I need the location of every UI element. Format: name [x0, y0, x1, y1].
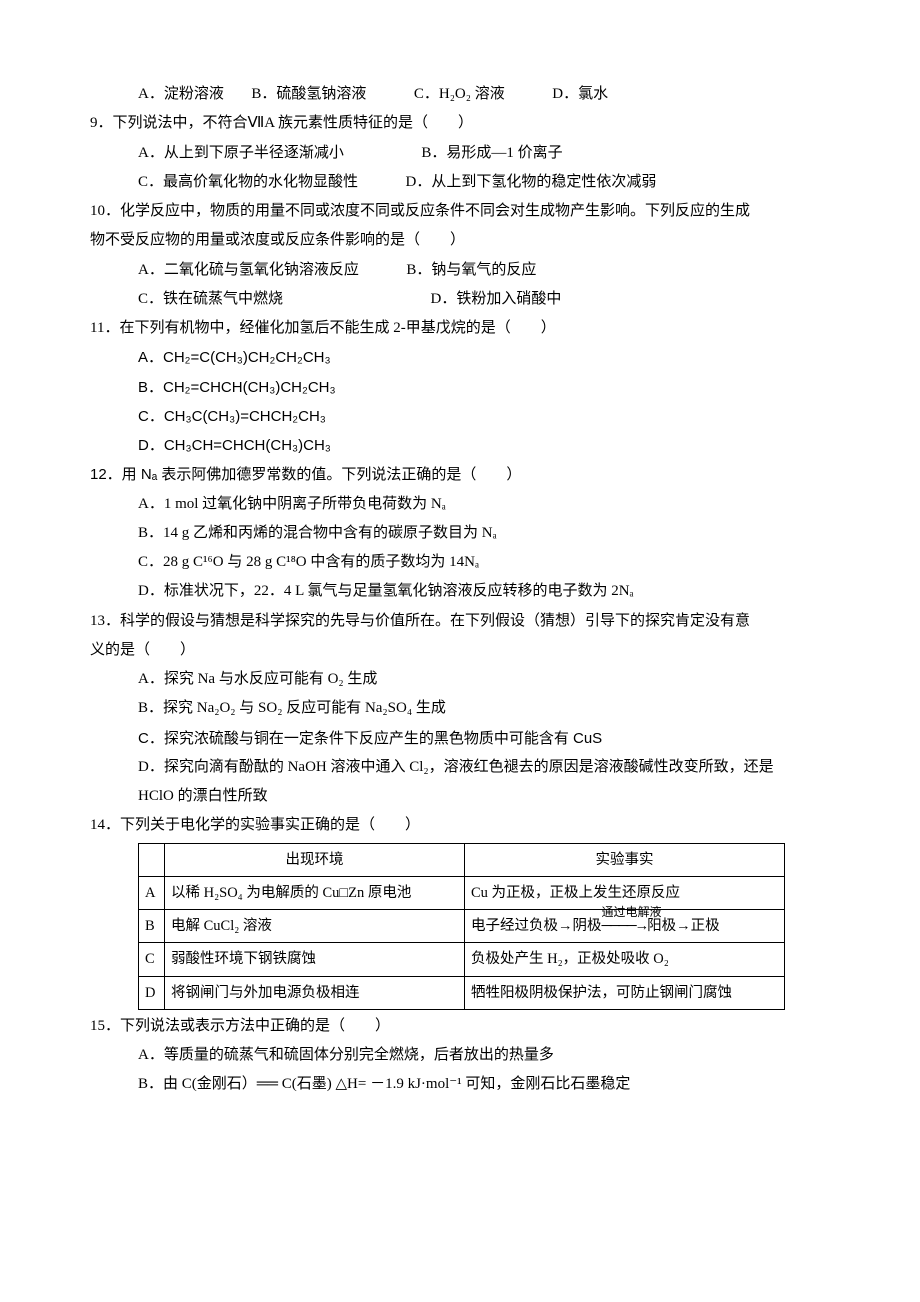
q14-row-b: B 电解 CuCl₂ 溶液 电子经过负极→阴极通过电解液────→阳极→正极 — [139, 910, 785, 943]
q15-opt-a: A．等质量的硫蒸气和硫固体分别完全燃烧，后者放出的热量多 — [90, 1041, 830, 1070]
q9-opt-d: D．从上到下氢化物的稳定性依次减弱 — [406, 174, 657, 190]
q14-row-a: A 以稀 H₂SO₄ 为电解质的 Cu□Zn 原电池 Cu 为正极，正极上发生还… — [139, 876, 785, 909]
q10-opt-b: B．钠与氧气的反应 — [406, 262, 536, 278]
q13-opt-b: B．探究 Na₂O₂ 与 SO₂ 反应可能有 Na₂SO₄ 生成 — [90, 694, 830, 723]
q10-opt-d: D．铁粉加入硝酸中 — [431, 291, 562, 307]
q11-opt-a: A．CH₂=C(CH₃)CH₂CH₂CH₃ — [90, 343, 830, 372]
q14-stem: 14．下列关于电化学的实验事实正确的是（ ） — [90, 811, 830, 840]
q14-a-key: A — [139, 876, 165, 909]
q13-stem2: 义的是（ ） — [90, 636, 830, 665]
q14-th-env: 出现环境 — [165, 843, 465, 876]
q8-opt-a: A．淀粉溶液 — [138, 86, 224, 102]
q10-opt-c: C．铁在硫蒸气中燃烧 — [138, 291, 283, 307]
q15-stem: 15．下列说法或表示方法中正确的是（ ） — [90, 1012, 830, 1041]
q14-table: 出现环境 实验事实 A 以稀 H₂SO₄ 为电解质的 Cu□Zn 原电池 Cu … — [138, 843, 785, 1010]
q14-c-key: C — [139, 943, 165, 976]
q14-th-fact: 实验事实 — [465, 843, 785, 876]
q14-row-d: D 将钢闸门与外加电源负极相连 牺牲阳极阴极保护法，可防止钢闸门腐蚀 — [139, 976, 785, 1009]
q10-row1: A．二氧化硫与氢氧化钠溶液反应 B．钠与氧气的反应 — [90, 256, 830, 285]
q9-stem: 9．下列说法中，不符合ⅦA 族元素性质特征的是（ ） — [90, 109, 830, 138]
q8-opt-d: D．氯水 — [552, 86, 608, 102]
q9-opt-a: A．从上到下原子半径逐渐减小 — [138, 145, 344, 161]
q11-opt-b: B．CH₂=CHCH(CH₃)CH₂CH₃ — [90, 373, 830, 402]
q8-options: A．淀粉溶液 B．硫酸氢钠溶液 C．H₂O₂ 溶液 D．氯水 — [90, 80, 830, 109]
q8-opt-b: B．硫酸氢钠溶液 — [251, 86, 366, 102]
q14-b-key: B — [139, 910, 165, 943]
q14-d-fact: 牺牲阳极阴极保护法，可防止钢闸门腐蚀 — [465, 976, 785, 1009]
q13-opt-d1: D．探究向滴有酚酞的 NaOH 溶液中通入 Cl₂，溶液红色褪去的原因是溶液酸碱… — [90, 753, 830, 782]
q12-stem: 12．用 Nₐ 表示阿佛加德罗常数的值。下列说法正确的是（ ） — [90, 460, 830, 489]
q14-row-c: C 弱酸性环境下钢铁腐蚀 负极处产生 H₂，正极处吸收 O₂ — [139, 943, 785, 976]
q10-opt-a: A．二氧化硫与氢氧化钠溶液反应 — [138, 262, 359, 278]
q8-opt-c: C．H₂O₂ 溶液 — [414, 86, 505, 102]
q13-opt-d2: HClO 的漂白性所致 — [90, 782, 830, 811]
q10-stem2: 物不受反应物的用量或浓度或反应条件影响的是（ ） — [90, 226, 830, 255]
q9-opt-c: C．最高价氧化物的水化物显酸性 — [138, 174, 358, 190]
q14-th-blank — [139, 843, 165, 876]
q14-b-fact-post: 阳极→正极 — [647, 918, 720, 934]
q14-c-fact: 负极处产生 H₂，正极处吸收 O₂ — [465, 943, 785, 976]
q13-stem1: 13．科学的假设与猜想是科学探究的先导与价值所在。在下列假设（猜想）引导下的探究… — [90, 607, 830, 636]
q9-row1: A．从上到下原子半径逐渐减小 B．易形成—1 价离子 — [90, 139, 830, 168]
q9-row2: C．最高价氧化物的水化物显酸性 D．从上到下氢化物的稳定性依次减弱 — [90, 168, 830, 197]
q10-stem1: 10．化学反应中，物质的用量不同或浓度不同或反应条件不同会对生成物产生影响。下列… — [90, 197, 830, 226]
q14-a-env: 以稀 H₂SO₄ 为电解质的 Cu□Zn 原电池 — [165, 876, 465, 909]
q14-c-env: 弱酸性环境下钢铁腐蚀 — [165, 943, 465, 976]
q15-opt-b: B．由 C(金刚石）══ C(石墨) △H= －1.9 kJ·mol⁻¹ 可知，… — [90, 1070, 830, 1099]
q14-b-arrow-label: 通过电解液 — [602, 901, 648, 924]
q14-b-fact-pre: 电子经过负极→阴极 — [471, 918, 602, 934]
q14-b-env: 电解 CuCl₂ 溶液 — [165, 910, 465, 943]
q14-b-arrow: 通过电解液────→ — [602, 912, 648, 940]
q12-opt-a: A．1 mol 过氧化钠中阴离子所带负电荷数为 Nₐ — [90, 490, 830, 519]
q13-opt-c: C．探究浓硫酸与铜在一定条件下反应产生的黑色物质中可能含有 CuS — [90, 724, 830, 753]
q9-opt-b: B．易形成—1 价离子 — [421, 145, 562, 161]
q13-opt-a: A．探究 Na 与水反应可能有 O₂ 生成 — [90, 665, 830, 694]
q10-row2: C．铁在硫蒸气中燃烧 D．铁粉加入硝酸中 — [90, 285, 830, 314]
q11-opt-d: D．CH₃CH=CHCH(CH₃)CH₃ — [90, 431, 830, 460]
q11-stem: 11．在下列有机物中，经催化加氢后不能生成 2-甲基戊烷的是（ ） — [90, 314, 830, 343]
q14-d-key: D — [139, 976, 165, 1009]
q14-d-env: 将钢闸门与外加电源负极相连 — [165, 976, 465, 1009]
q12-opt-d: D．标准状况下，22．4 L 氯气与足量氢氧化钠溶液反应转移的电子数为 2Nₐ — [90, 577, 830, 606]
q14-b-fact: 电子经过负极→阴极通过电解液────→阳极→正极 — [465, 910, 785, 943]
q12-opt-b: B．14 g 乙烯和丙烯的混合物中含有的碳原子数目为 Nₐ — [90, 519, 830, 548]
q11-opt-c: C．CH₃C(CH₃)=CHCH₂CH₃ — [90, 402, 830, 431]
q12-opt-c: C．28 g C¹⁶O 与 28 g C¹⁸O 中含有的质子数均为 14Nₐ — [90, 548, 830, 577]
